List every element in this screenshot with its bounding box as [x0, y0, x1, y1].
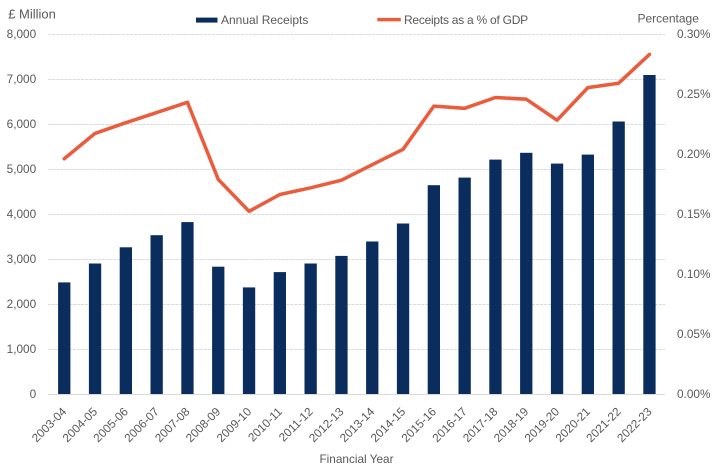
svg-text:0: 0: [30, 387, 37, 401]
svg-text:Percentage: Percentage: [638, 11, 700, 25]
svg-text:3,000: 3,000: [7, 252, 37, 266]
svg-text:2,000: 2,000: [7, 297, 37, 311]
svg-text:0.20%: 0.20%: [677, 147, 711, 161]
svg-text:1,000: 1,000: [7, 342, 37, 356]
svg-text:0.15%: 0.15%: [677, 207, 711, 221]
svg-text:Receipts as a % of GDP: Receipts as a % of GDP: [404, 13, 528, 27]
svg-text:Annual Receipts: Annual Receipts: [221, 13, 308, 27]
svg-text:6,000: 6,000: [7, 117, 37, 131]
svg-text:4,000: 4,000: [7, 207, 37, 221]
svg-text:0.10%: 0.10%: [677, 267, 711, 281]
svg-text:7,000: 7,000: [7, 72, 37, 86]
svg-text:0.25%: 0.25%: [677, 87, 711, 101]
svg-text:0.00%: 0.00%: [677, 387, 711, 401]
svg-text:8,000: 8,000: [7, 27, 37, 41]
svg-text:0.30%: 0.30%: [677, 27, 711, 41]
svg-text:5,000: 5,000: [7, 162, 37, 176]
svg-text:0.05%: 0.05%: [677, 327, 711, 341]
svg-text:Financial Year: Financial Year: [319, 452, 393, 466]
svg-text:£ Million: £ Million: [8, 7, 56, 22]
